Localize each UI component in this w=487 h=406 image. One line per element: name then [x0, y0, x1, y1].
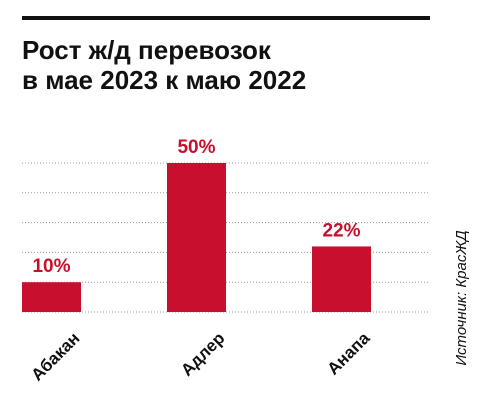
- value-label: 10%: [32, 256, 70, 277]
- bar: [22, 282, 81, 312]
- chart-title: Рост ж/д перевозок: [22, 35, 272, 65]
- x-tick-label: Абакан: [27, 329, 83, 385]
- bar: [167, 163, 226, 312]
- source: Источник: КрасЖД: [453, 230, 470, 366]
- top-rule: [22, 16, 430, 20]
- bar: [312, 246, 371, 312]
- value-label: 22%: [322, 220, 360, 241]
- value-label: 50%: [177, 137, 215, 158]
- x-tick-label: Адлер: [177, 329, 228, 380]
- x-tick-label: Анапа: [323, 328, 373, 378]
- chart-title: в мае 2023 к маю 2022: [22, 65, 306, 95]
